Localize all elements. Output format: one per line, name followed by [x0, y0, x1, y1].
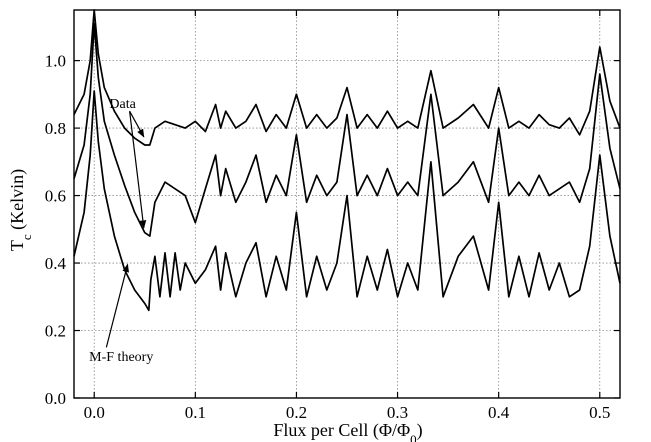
series-line-3	[73, 90, 621, 312]
y-tick-label: 0.4	[45, 254, 67, 273]
annotation-label-data: Data	[109, 97, 136, 112]
y-tick-label: 0.2	[45, 322, 66, 341]
x-tick-label: 0.4	[488, 403, 510, 422]
x-tick-label: 0.2	[286, 403, 307, 422]
y-tick-labels: 0.0 0.2 0.4 0.6 0.8 1.0	[45, 52, 67, 408]
x-tick-label: 0.5	[589, 403, 610, 422]
annotation-arrow-mf-theory-1	[105, 263, 129, 348]
x-tick-label: 0.1	[185, 403, 206, 422]
x-tick-labels: 0.0 0.1 0.2 0.3 0.4 0.5	[84, 403, 611, 422]
annotation-arrow-data-2	[129, 111, 147, 229]
y-tick-label: 0.8	[45, 119, 66, 138]
annotations: Data M-F theory	[89, 97, 153, 365]
series-line-1	[73, 9, 621, 146]
series-layer	[73, 9, 621, 312]
y-tick-label: 0.0	[45, 389, 66, 408]
x-tick-label: 0.3	[387, 403, 408, 422]
y-tick-label: 1.0	[45, 52, 66, 71]
y-axis-title: Tc (Kelvin)	[7, 169, 34, 251]
plot-frame	[73, 9, 621, 399]
series-line-2	[73, 22, 621, 237]
x-axis-title: Flux per Cell (Φ/Φ0)	[273, 420, 422, 442]
y-tick-label: 0.6	[45, 187, 66, 206]
x-tick-label: 0.0	[84, 403, 105, 422]
annotation-label-mf-theory: M-F theory	[89, 350, 153, 365]
annotation-arrow-data-1	[129, 110, 145, 138]
